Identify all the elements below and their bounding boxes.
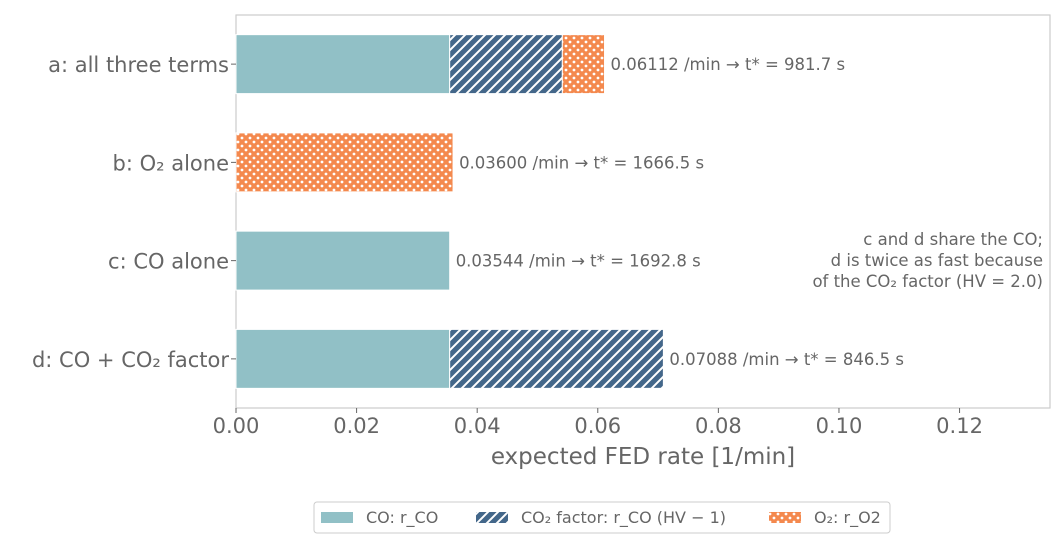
annotation-line: d is twice as fast because (831, 251, 1043, 270)
legend-swatch-co (321, 512, 353, 523)
x-tick-label: 0.08 (695, 414, 742, 438)
legend: CO: r_CO CO₂ factor: r_CO (HV − 1) O₂: r_O… (313, 501, 891, 534)
plot-frame (235, 14, 1051, 409)
y-tick-label: c: CO alone (108, 250, 229, 274)
x-tick-label: 0.10 (816, 414, 863, 438)
x-tick-label: 0.04 (454, 414, 501, 438)
legend-label: CO₂ factor: r_CO (HV − 1) (521, 508, 726, 528)
y-tick-label: d: CO + CO₂ factor (32, 348, 229, 372)
annotation-line: c and d share the CO; (863, 230, 1043, 249)
bar-layer: 0.06112 /min → t* = 981.7 s 0.03600 /min … (235, 34, 904, 389)
x-tick-label: 0.00 (213, 414, 260, 438)
bar-segment-co (235, 328, 451, 389)
bar-segment-co2-factor (449, 34, 563, 95)
x-tick-label: 0.02 (333, 414, 380, 438)
bar-value-label: 0.07088 /min → t* = 846.5 s (669, 350, 904, 369)
bar-segment-o2 (235, 132, 454, 193)
y-tick-label: b: O₂ alone (113, 151, 229, 175)
bar-value-label: 0.03544 /min → t* = 1692.8 s (456, 252, 701, 271)
x-tick-label: 0.06 (574, 414, 621, 438)
bar-segment-co (235, 230, 451, 291)
bar-segment-co2-factor (449, 328, 664, 389)
legend-box (313, 501, 891, 534)
legend-label: CO: r_CO (366, 508, 438, 528)
y-axis: a: all three terms b: O₂ alone c: CO alone… (32, 53, 236, 372)
y-tick-label: a: all three terms (48, 53, 229, 77)
x-tick-label: 0.12 (936, 414, 983, 438)
bar-value-label: 0.06112 /min → t* = 981.7 s (611, 55, 846, 74)
annotation-text: c and d share the CO; d is twice as fast … (812, 230, 1043, 291)
annotation-line: of the CO₂ factor (HV = 2.0) (812, 272, 1043, 291)
bar-segment-co (235, 34, 451, 95)
legend-swatch-o2 (769, 512, 801, 523)
bar-segment-o2 (561, 34, 606, 95)
bar-value-label: 0.03600 /min → t* = 1666.5 s (459, 153, 704, 172)
x-axis-title: expected FED rate [1/min] (491, 444, 795, 470)
legend-swatch-co2-factor (476, 512, 508, 523)
x-axis: 0.00 0.02 0.04 0.06 0.08 0.10 0.12 (213, 408, 983, 438)
legend-label: O₂: r_O2 (814, 508, 881, 528)
